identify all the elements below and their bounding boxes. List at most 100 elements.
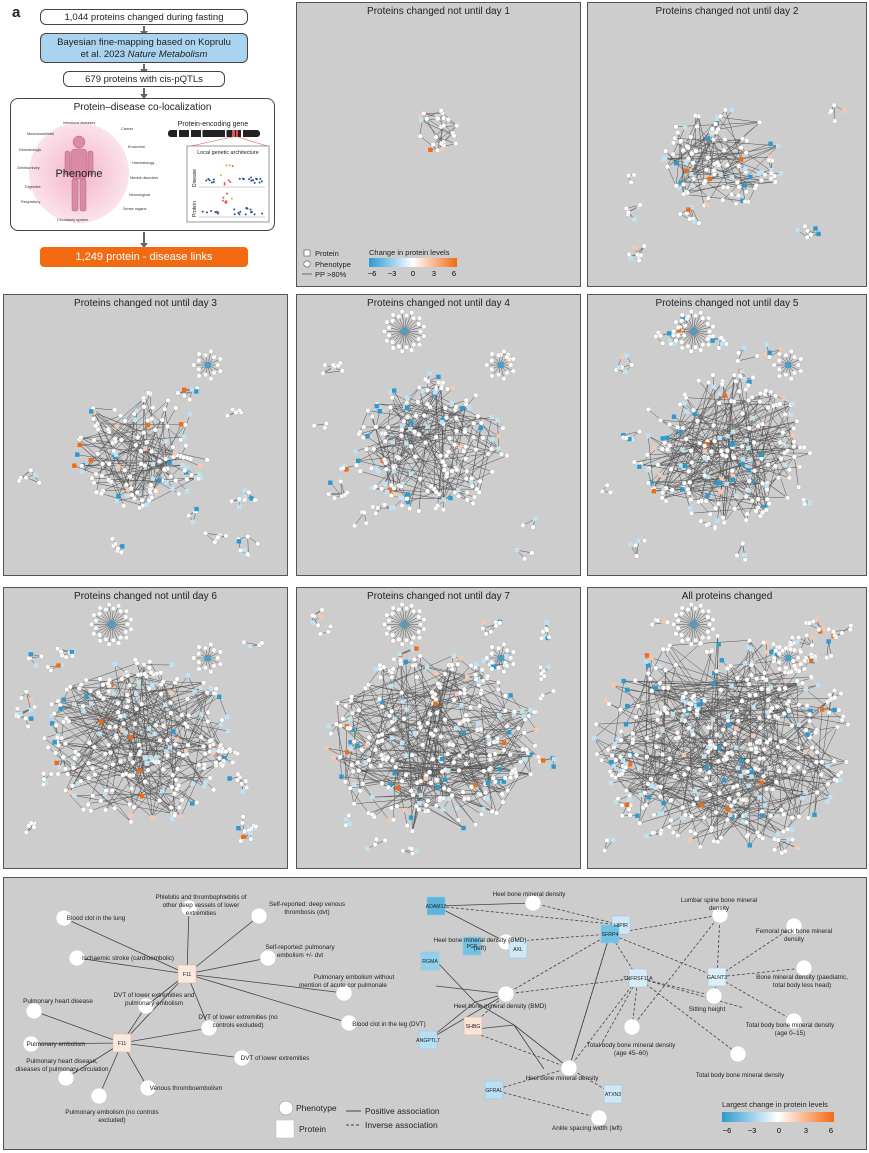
network-edge [51,710,84,717]
phenotype-node [804,234,810,240]
phenotype-node [685,606,691,612]
phenotype-node [844,759,849,765]
protein-node [645,663,651,668]
phenotype-node [707,511,713,517]
phenotype-node [386,325,392,331]
locus-dot [205,211,208,214]
phenotype-node [749,394,755,400]
phenotype-node [539,635,544,641]
phenotype-label: Heel bone mineral density (BMD) [454,1003,547,1010]
network-edge [51,692,171,705]
network-edge [443,404,467,500]
network-edge [713,683,810,715]
protein-node [609,759,614,765]
network-edge [404,312,412,332]
phenotype-node [32,704,38,710]
phenotype-node [775,744,781,750]
phenotype-node [219,717,225,723]
phenotype-node [725,448,730,454]
phenotype-label: Heel bone mineral density (BMD) [434,937,527,944]
phenotype-node [182,721,188,727]
phenotype-node [438,453,443,459]
phenotype-node [449,666,455,672]
protein-node [743,166,748,172]
phenotype-node [796,814,802,820]
network-edge [410,408,463,447]
network-edge [476,417,493,490]
phenotype-node [693,313,699,318]
network-edge [93,408,115,411]
phenotype-node [188,456,194,462]
phenotype-node [788,641,794,647]
phenotype-node [90,766,96,772]
protein-node [790,433,795,438]
phenotype-node [689,510,695,516]
protein-node [197,463,203,469]
phenotype-node [384,319,390,325]
phenotype-label: Venous thromboembolism [150,1085,223,1092]
phenotype-node [668,817,674,823]
phenotype-node [743,386,749,392]
phenotype-node [153,722,159,728]
protein-node [825,799,830,804]
phenotype-node [403,772,409,778]
network-edge [384,417,445,460]
protein-node [706,744,711,750]
protein-node [715,481,720,486]
phenotype-node [635,703,641,709]
phenotype-node [665,619,670,625]
protein-node [120,728,125,733]
phenotype-node [626,173,632,179]
phenotype-node [418,621,423,627]
phenotype-node [187,397,193,403]
phenotype-node [666,824,672,830]
phenotype-node [718,835,724,841]
phenotype-node [71,765,76,771]
network-edge [669,645,841,780]
protein-node [490,437,495,442]
phenotype-node [757,399,763,405]
network-edge [663,157,770,160]
phenotype-node [707,781,713,787]
phenotype-node [721,520,727,526]
protein-node [786,837,791,842]
locus-dot [250,176,253,179]
phenotype-node [103,807,109,813]
phenotype-node [399,641,405,647]
network-edge [678,116,699,189]
flow-step-1: 1,044 proteins changed during fasting [40,9,248,25]
phenotype-node [246,490,252,495]
network-edge [368,692,465,738]
protein-node [726,722,732,727]
phenotype-node [675,332,681,338]
phenotype-node [708,449,714,454]
network-edge [333,757,508,791]
protein-node [52,740,57,745]
phenotype-node [379,732,385,737]
protein-node [763,504,768,510]
protein-node [825,763,831,769]
network-edge [152,755,184,818]
protein-node [397,495,403,500]
protein-node [692,788,697,794]
network-edge [715,132,738,183]
protein-node [125,494,130,499]
phenotype-node [449,468,455,474]
phenotype-node [776,644,782,650]
network-edge [798,637,813,646]
network-edge [778,771,782,811]
phenotype-node [128,752,134,758]
network-edge [120,415,165,470]
protein-node [399,740,405,746]
network-edge [82,454,117,473]
network-edge [738,165,759,174]
network-edge [194,691,222,765]
phenotype-node [783,372,789,378]
phenome-category: Neurological [129,193,150,197]
phenotype-node [683,436,689,442]
network-edge [63,684,112,700]
protein-node [701,754,707,759]
locus-dot [221,199,224,202]
phenotype-node [91,612,97,618]
phenotype-node [425,720,431,726]
